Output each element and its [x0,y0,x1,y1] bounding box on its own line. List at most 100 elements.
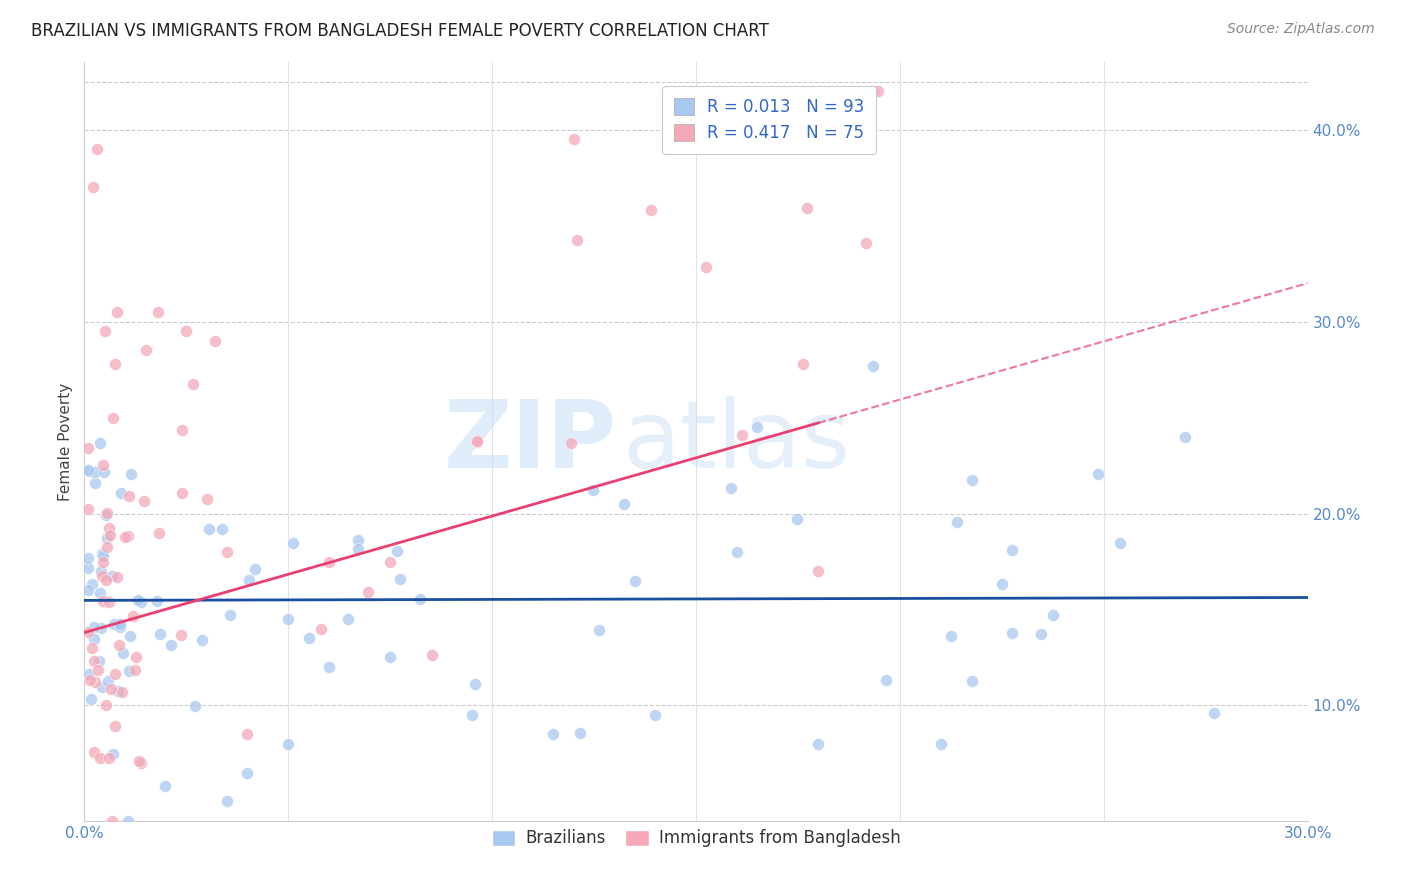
Point [114,530,136,544]
Point [77,463,100,477]
Point [183,376,205,391]
Point [105,305,128,319]
Point [107,684,129,698]
Point [565,233,588,247]
Point [582,483,605,498]
Point [174,324,197,338]
Point [792,357,814,371]
Point [245,561,267,575]
Point [132,494,155,508]
Point [939,629,962,643]
Point [588,623,610,637]
Point [568,725,591,739]
Point [807,737,830,751]
Point [465,435,488,450]
Point [118,665,141,679]
Point [159,638,181,652]
Point [117,529,139,543]
Point [385,544,408,558]
Point [277,737,299,751]
Point [1087,467,1109,482]
Point [108,638,131,652]
Point [89,435,111,450]
Point [149,627,172,641]
Point [695,260,717,275]
Point [100,681,122,696]
Point [90,564,112,578]
Point [211,522,233,536]
Point [465,434,488,448]
Point [725,545,748,559]
Point [155,779,177,793]
Point [91,555,114,569]
Point [83,632,105,646]
Point [98,594,121,608]
Point [146,593,169,607]
Point [83,745,105,759]
Point [148,526,170,541]
Point [97,673,120,688]
Point [122,609,145,624]
Point [101,747,124,761]
Point [613,497,636,511]
Point [420,648,443,662]
Point [83,654,105,668]
Point [146,305,169,319]
Point [1001,543,1024,558]
Point [101,569,124,583]
Point [77,624,100,639]
Point [77,551,100,566]
Point [236,727,259,741]
Point [409,592,432,607]
Point [1109,536,1132,550]
Point [80,576,103,591]
Point [318,660,340,674]
Point [105,570,128,584]
Point [112,646,135,660]
Point [624,574,647,588]
Point [461,708,484,723]
Point [84,466,107,480]
Point [347,533,370,547]
Point [98,528,121,542]
Point [117,814,139,828]
Point [357,584,380,599]
Point [195,492,218,507]
Point [217,794,239,808]
Point [77,561,100,575]
Point [84,675,107,690]
Point [796,201,818,215]
Text: atlas: atlas [623,395,851,488]
Point [960,674,983,689]
Point [309,623,332,637]
Point [86,142,108,156]
Text: BRAZILIAN VS IMMIGRANTS FROM BANGLADESH FEMALE POVERTY CORRELATION CHART: BRAZILIAN VS IMMIGRANTS FROM BANGLADESH … [31,22,769,40]
Point [124,663,146,677]
Point [77,583,100,598]
Point [96,574,118,588]
Point [238,573,260,587]
Point [129,756,152,770]
Point [96,531,118,545]
Point [103,616,125,631]
Point [103,719,125,733]
Point [93,324,115,338]
Point [110,616,132,631]
Point [543,727,565,741]
Point [96,506,118,520]
Point [94,698,117,712]
Point [94,508,117,522]
Point [86,663,108,677]
Point [77,441,100,455]
Point [1042,607,1064,622]
Point [93,465,115,479]
Point [104,667,127,681]
Point [103,357,125,371]
Point [125,649,148,664]
Point [868,84,890,98]
Point [118,490,141,504]
Text: ZIP: ZIP [443,395,616,488]
Point [218,608,240,623]
Point [807,564,830,578]
Point [720,481,742,495]
